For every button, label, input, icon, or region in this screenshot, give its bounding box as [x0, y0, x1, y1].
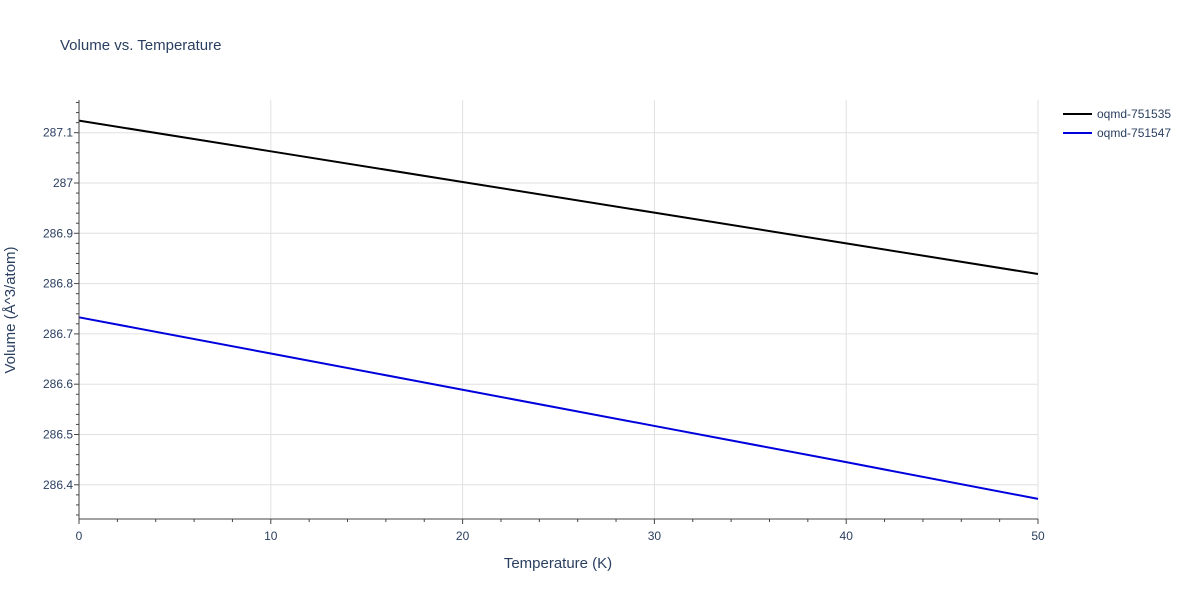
- y-axis-title: Volume (Å^3/atom): [2, 246, 19, 373]
- axes: 0 10 20 30 40 50 286.4 286.5 286.6 286.7 286.8 286.…: [43, 100, 1045, 543]
- x-tick-label: 10: [264, 529, 278, 543]
- y-tick-label: 286.4: [43, 478, 73, 492]
- legend-item-oqmd-751535[interactable]: oqmd-751535: [1063, 107, 1171, 121]
- x-tick-label: 0: [76, 529, 83, 543]
- y-tick-label: 286.6: [43, 377, 73, 391]
- series-line-oqmd-751535: [78, 119, 1039, 276]
- x-tick-label: 40: [840, 529, 854, 543]
- legend-label: oqmd-751547: [1097, 126, 1171, 140]
- plot-area: [78, 119, 1039, 500]
- y-tick-label: 286.5: [43, 427, 73, 441]
- legend-label: oqmd-751535: [1097, 107, 1171, 121]
- x-tick-label: 50: [1031, 529, 1045, 543]
- y-tick-label: 286.8: [43, 277, 73, 291]
- grid-lines: [79, 100, 1039, 519]
- y-tick-label: 286.7: [43, 327, 73, 341]
- legend-item-oqmd-751547[interactable]: oqmd-751547: [1063, 126, 1171, 140]
- x-axis-title: Temperature (K): [504, 555, 612, 572]
- y-tick-label: 287: [53, 176, 73, 190]
- y-tick-label: 286.9: [43, 226, 73, 240]
- x-tick-label: 20: [456, 529, 470, 543]
- x-tick-label: 30: [648, 529, 662, 543]
- legend: oqmd-751535 oqmd-751547: [1063, 107, 1171, 140]
- series-line-oqmd-751547: [78, 316, 1039, 500]
- y-tick-label: 287.1: [43, 126, 73, 140]
- chart-title: Volume vs. Temperature: [60, 37, 221, 54]
